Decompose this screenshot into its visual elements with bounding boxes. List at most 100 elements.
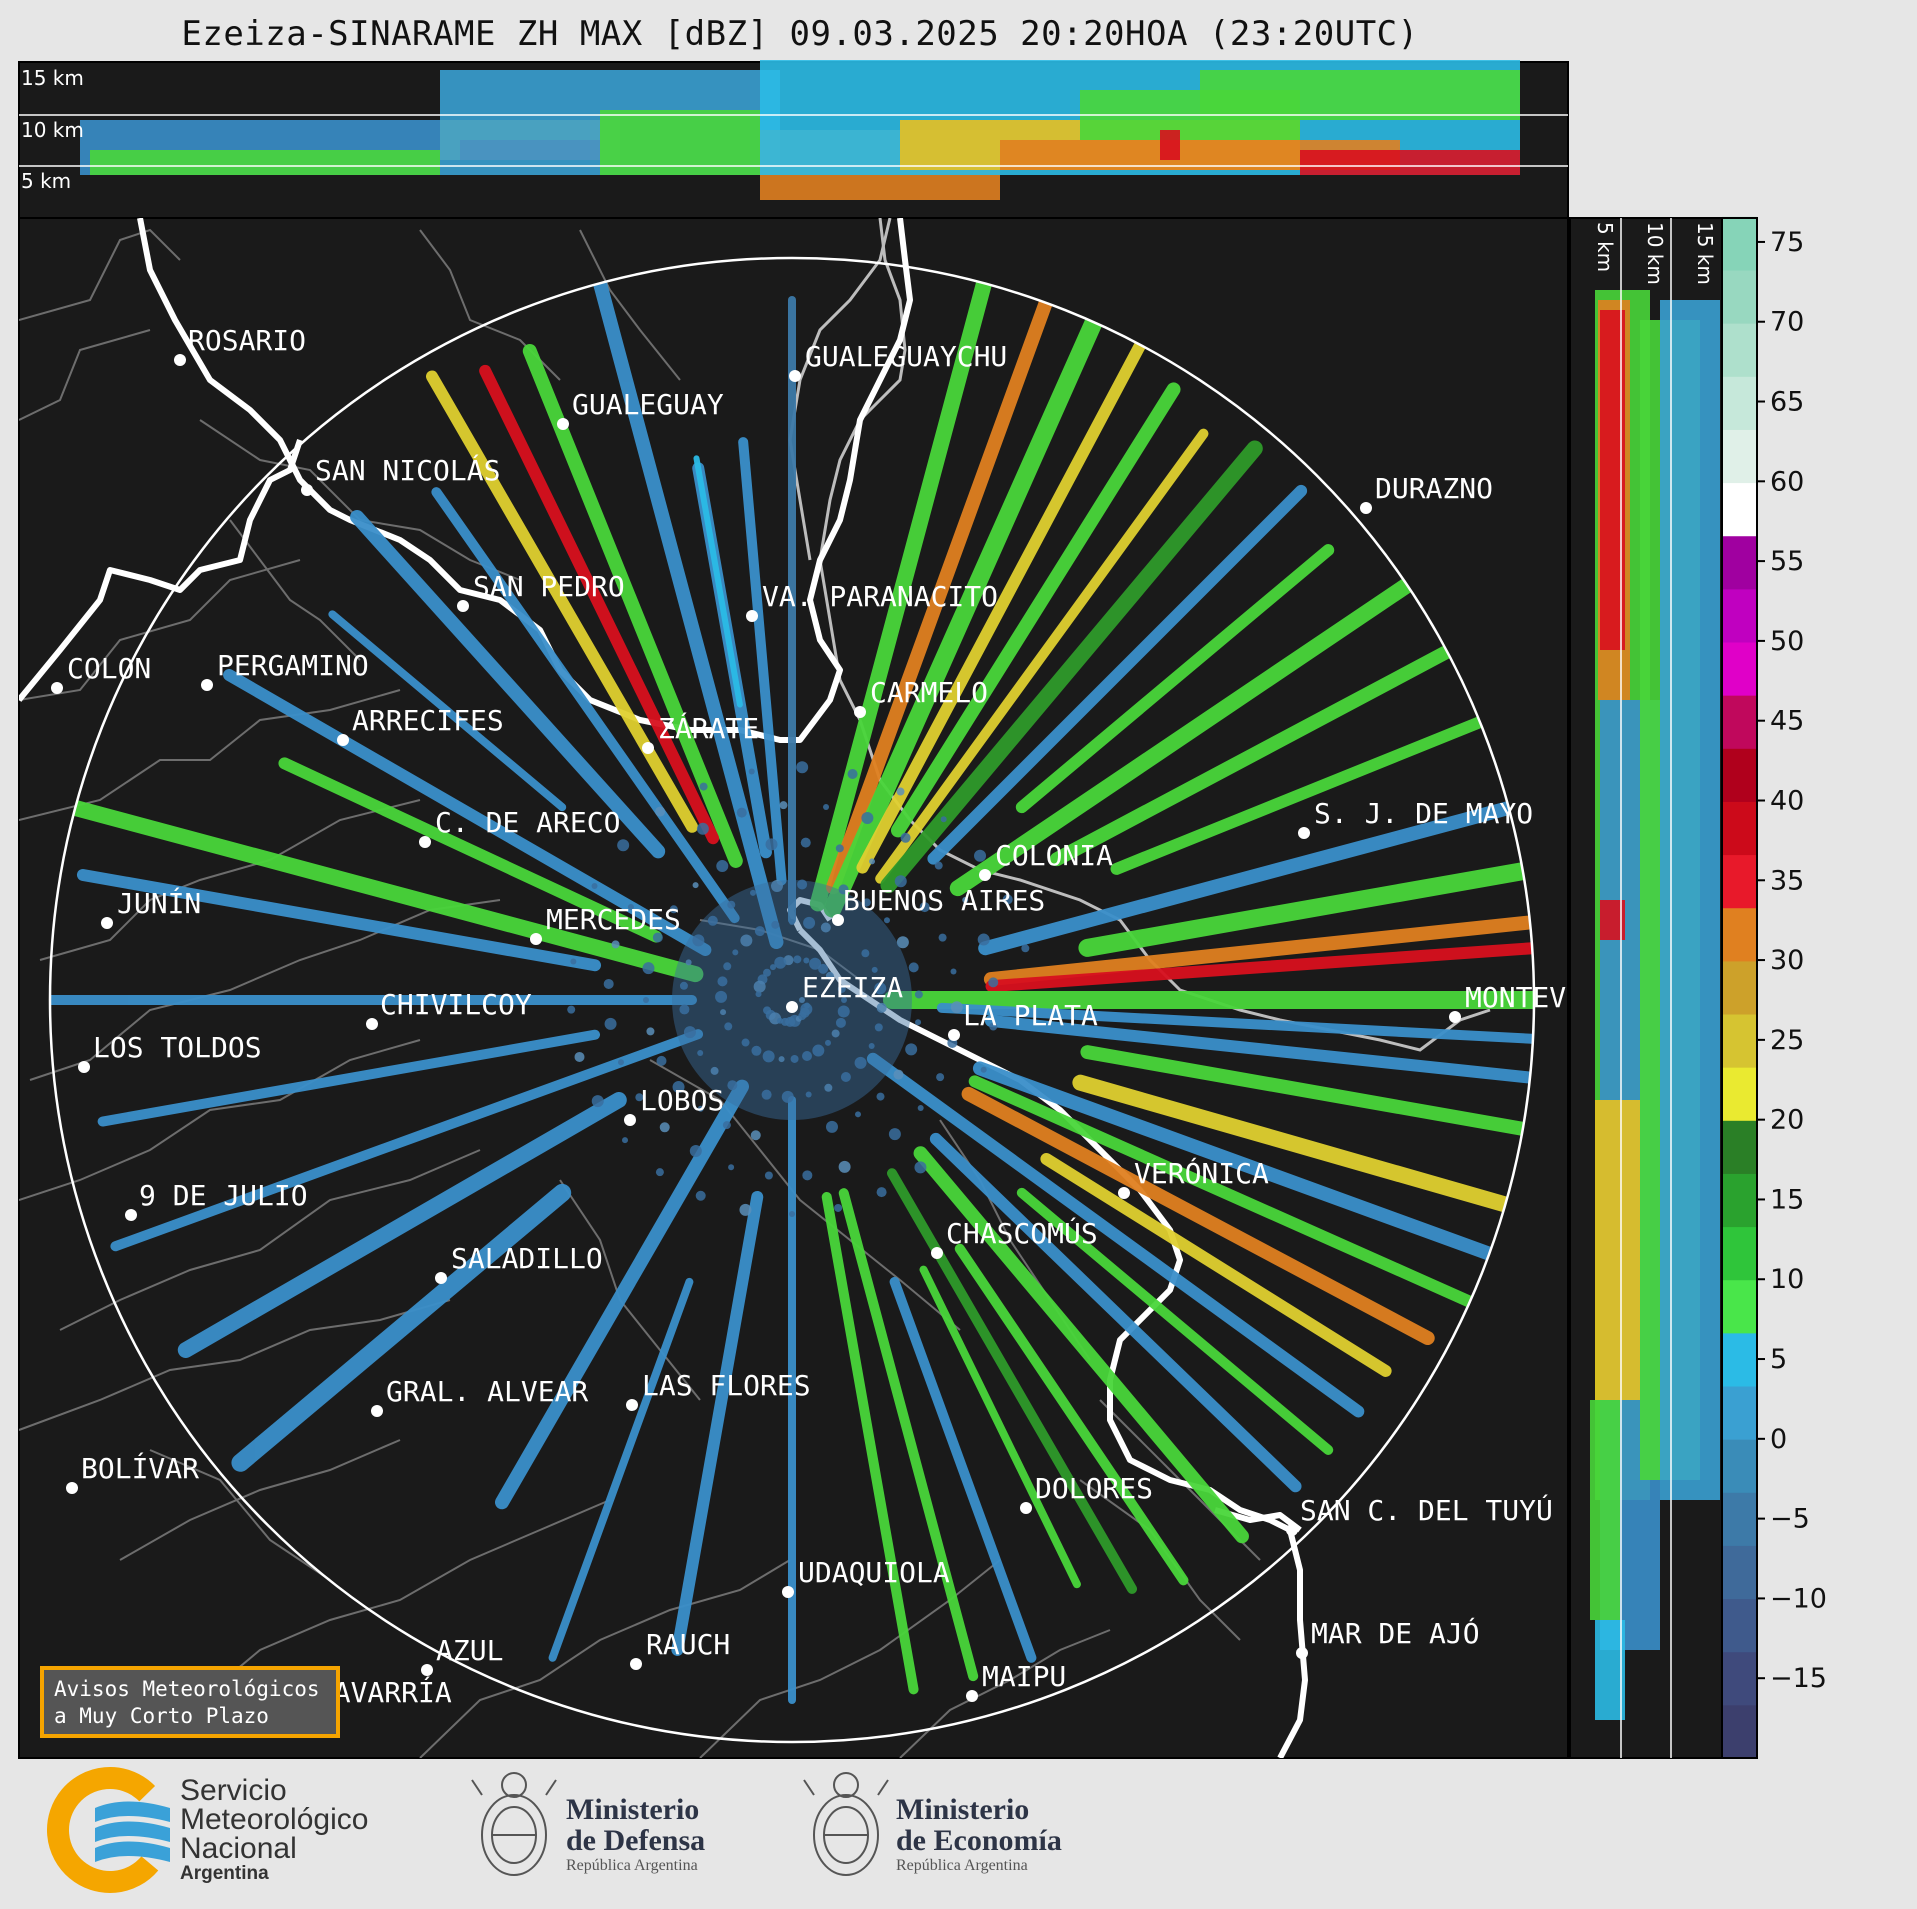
city-marker bbox=[1360, 502, 1372, 514]
city-label: LAS FLORES bbox=[642, 1369, 811, 1402]
colorbar-tick-label: 60 bbox=[1770, 466, 1804, 497]
city-marker bbox=[530, 933, 542, 945]
colorbar-tick-label: −10 bbox=[1770, 1583, 1827, 1614]
city-marker bbox=[782, 1586, 794, 1598]
city-label: ARRECIFES bbox=[352, 704, 504, 737]
city-marker bbox=[966, 1690, 978, 1702]
avisos-line2: a Muy Corto Plazo bbox=[54, 1704, 269, 1728]
city-label: ZÁRATE bbox=[658, 711, 759, 745]
city-label: AZUL bbox=[436, 1634, 503, 1667]
colorbar-tick-label: 75 bbox=[1770, 227, 1804, 258]
city-label: LA PLATA bbox=[963, 999, 1098, 1032]
colorbar-tick-label: 45 bbox=[1770, 706, 1804, 737]
defensa-line2: de Defensa bbox=[566, 1824, 706, 1857]
colorbar-tick-label: 65 bbox=[1770, 387, 1804, 418]
city-label: GRAL. ALVEAR bbox=[386, 1375, 588, 1408]
city-label: LOS TOLDOS bbox=[93, 1031, 262, 1064]
city-label: CARMELO bbox=[870, 676, 988, 709]
colorbar-tick-label: 55 bbox=[1770, 546, 1804, 577]
city-label: DURAZNO bbox=[1375, 472, 1493, 505]
city-marker bbox=[854, 706, 866, 718]
city-label: SALADILLO bbox=[451, 1242, 603, 1275]
city-marker bbox=[78, 1061, 90, 1073]
city-marker bbox=[337, 734, 349, 746]
city-marker bbox=[626, 1399, 638, 1411]
colorbar-tick-label: 20 bbox=[1770, 1105, 1804, 1136]
city-label: COLON bbox=[67, 652, 151, 685]
smn-line1: Servicio bbox=[180, 1774, 287, 1807]
city-label: MAIPU bbox=[982, 1660, 1066, 1693]
smn-line3: Nacional bbox=[180, 1832, 297, 1865]
county-borders bbox=[19, 228, 1261, 1758]
city-marker bbox=[421, 1664, 433, 1676]
city-marker bbox=[642, 742, 654, 754]
avisos-line1: Avisos Meteorológicos bbox=[54, 1677, 320, 1701]
top-label-15km: 15 km bbox=[21, 66, 84, 90]
city-label: RAUCH bbox=[646, 1628, 730, 1661]
radar-clutter bbox=[567, 761, 1030, 1217]
city-label: EZEIZA bbox=[802, 971, 903, 1004]
colorbar-tick-label: 0 bbox=[1770, 1424, 1787, 1455]
economia-line3: República Argentina bbox=[896, 1857, 1028, 1874]
city-label: SAN PEDRO bbox=[473, 570, 625, 603]
city-marker bbox=[931, 1247, 943, 1259]
city-marker bbox=[1296, 1647, 1308, 1659]
city-label: GUALEGUAYCHU bbox=[805, 340, 1007, 373]
city-label: LOBOS bbox=[640, 1084, 724, 1117]
city-markers: ROSARIO GUALEGUAYCHU GUALEGUAY SAN NICOLÁS D… bbox=[51, 324, 1566, 1718]
economia-line2: de Economía bbox=[896, 1824, 1062, 1857]
city-marker bbox=[1298, 827, 1310, 839]
radar-range-ring bbox=[48, 256, 1536, 1744]
city-marker bbox=[1286, 1524, 1298, 1536]
economia-line1: Ministerio bbox=[896, 1793, 1030, 1826]
map-panel: ROSARIO GUALEGUAYCHU GUALEGUAY SAN NICOLÁS D… bbox=[18, 217, 1569, 1759]
city-label: MONTEV bbox=[1465, 981, 1566, 1014]
top-cross-section-panel: 15 km 10 km 5 km bbox=[18, 60, 1569, 219]
colorbar-tick-label: 40 bbox=[1770, 785, 1804, 816]
page-title: Ezeiza-SINARAME ZH MAX [dBZ] 09.03.2025 … bbox=[181, 14, 1419, 54]
city-marker bbox=[301, 484, 313, 496]
smn-line4: Argentina bbox=[180, 1863, 269, 1884]
city-label: UDAQUIOLA bbox=[798, 1556, 950, 1589]
city-label: VERÓNICA bbox=[1134, 1156, 1269, 1190]
city-marker bbox=[125, 1209, 137, 1221]
city-label: SAN C. DEL TUYÚ bbox=[1300, 1493, 1553, 1527]
colorbar-tick-label: −15 bbox=[1770, 1663, 1827, 1694]
colorbar-tick-label: 30 bbox=[1770, 945, 1804, 976]
city-marker bbox=[435, 1272, 447, 1284]
colorbar-tick-label: 50 bbox=[1770, 626, 1804, 657]
city-label: BUENOS AIRES bbox=[843, 884, 1045, 917]
avisos-badge[interactable]: Avisos Meteorológicos a Muy Corto Plazo bbox=[40, 1666, 340, 1738]
city-marker bbox=[948, 1029, 960, 1041]
city-label: MAR DE AJÓ bbox=[1311, 1616, 1480, 1650]
colorbar-tick-label: 15 bbox=[1770, 1184, 1804, 1215]
city-marker bbox=[371, 1405, 383, 1417]
smn-logo-text: Servicio Meteorológico Nacional Argentin… bbox=[180, 1776, 368, 1885]
side-cross-section-panel: 5 km 10 km 15 km bbox=[1569, 217, 1723, 1759]
city-label: VA. PARANACITO bbox=[762, 580, 998, 613]
city-label: PERGAMINO bbox=[217, 649, 369, 682]
city-label: JUNÍN bbox=[117, 886, 201, 920]
city-label: 9 DE JULIO bbox=[139, 1179, 308, 1212]
city-label: CHIVILCOY bbox=[380, 988, 532, 1021]
city-label: GUALEGUAY bbox=[572, 388, 724, 421]
city-marker bbox=[457, 600, 469, 612]
city-label: SAN NICOLÁS bbox=[315, 453, 500, 487]
city-marker bbox=[1118, 1187, 1130, 1199]
city-marker bbox=[786, 1001, 798, 1013]
city-marker bbox=[557, 418, 569, 430]
defensa-logo-text: Ministerio de Defensa República Argentin… bbox=[566, 1794, 705, 1876]
city-marker bbox=[746, 610, 758, 622]
city-marker bbox=[201, 679, 213, 691]
smn-line2: Meteorológico bbox=[180, 1803, 369, 1836]
city-label: CHASCOMÚS bbox=[946, 1216, 1098, 1250]
city-marker bbox=[832, 914, 844, 926]
city-label: COLONIA bbox=[995, 839, 1113, 872]
city-marker bbox=[1020, 1502, 1032, 1514]
city-label: BOLÍVAR bbox=[81, 1451, 199, 1485]
city-marker bbox=[789, 370, 801, 382]
city-label: DOLORES bbox=[1035, 1472, 1153, 1505]
colorbar-tick-label: 35 bbox=[1770, 865, 1804, 896]
city-marker bbox=[66, 1482, 78, 1494]
